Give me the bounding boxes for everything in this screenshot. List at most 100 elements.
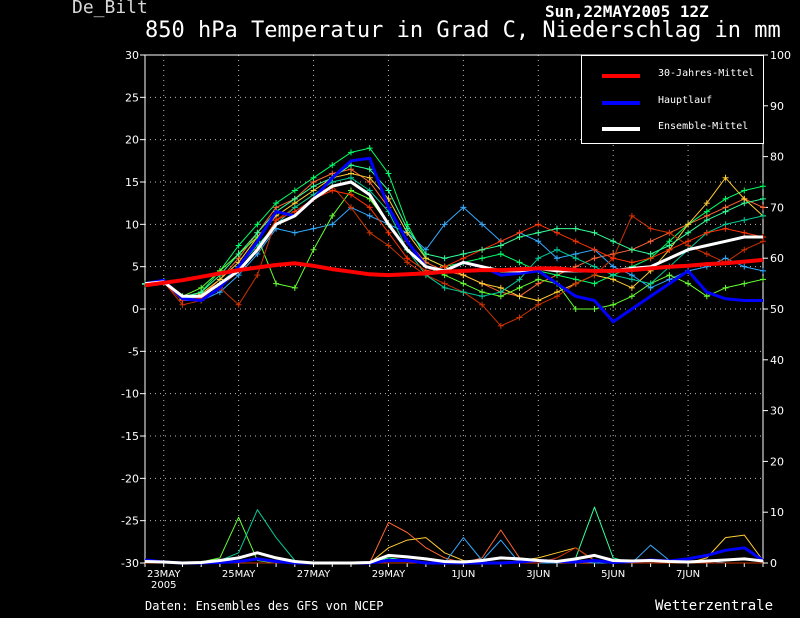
data-point-marker	[273, 217, 280, 224]
data-point-marker	[329, 162, 336, 169]
data-point-marker	[460, 280, 467, 287]
data-point-marker	[479, 280, 486, 287]
data-point-marker	[516, 234, 523, 241]
data-point-marker	[497, 322, 504, 329]
data-point-marker	[741, 229, 748, 236]
data-point-marker	[310, 246, 317, 253]
data-point-marker	[291, 284, 298, 291]
data-point-marker	[291, 229, 298, 236]
data-point-marker	[741, 217, 748, 224]
data-point-marker	[310, 225, 317, 232]
data-point-marker	[460, 204, 467, 211]
data-point-marker	[348, 174, 354, 181]
y-right-tick-label: 0	[770, 557, 777, 570]
data-point-marker	[610, 238, 617, 245]
ensemble-member-line	[144, 164, 764, 298]
data-point-marker	[591, 306, 598, 312]
data-point-marker	[610, 263, 617, 270]
data-point-marker	[366, 145, 373, 152]
x-tick-label: 3JUN	[526, 569, 550, 580]
data-point-marker	[572, 255, 579, 262]
data-point-marker	[685, 221, 692, 228]
data-point-marker	[516, 259, 523, 266]
data-point-marker	[628, 284, 635, 291]
data-point-marker	[591, 246, 598, 253]
y-left-tick-label: 20	[125, 134, 139, 147]
data-point-marker	[404, 255, 411, 262]
x-tick-label: 5JUN	[601, 569, 625, 580]
data-point-marker	[310, 174, 317, 181]
data-point-marker	[291, 195, 298, 202]
data-point-marker	[535, 238, 542, 245]
data-point-marker	[703, 208, 710, 215]
station-label: De_Bilt	[72, 0, 148, 18]
data-point-marker	[348, 191, 354, 198]
data-point-marker	[591, 229, 598, 236]
data-point-marker	[703, 217, 710, 224]
x-tick-label: 25MAY	[222, 569, 256, 580]
x-year-label: 2005	[151, 580, 176, 591]
data-point-marker	[235, 250, 242, 257]
data-point-marker	[385, 229, 392, 236]
data-point-marker	[647, 238, 654, 245]
legend-swatch	[602, 101, 640, 105]
data-point-marker	[572, 225, 579, 232]
data-point-marker	[535, 255, 542, 262]
data-point-marker	[741, 263, 748, 270]
data-point-marker	[441, 255, 448, 262]
data-point-marker	[366, 187, 373, 194]
data-point-marker	[366, 174, 373, 181]
legend-swatch	[602, 74, 640, 78]
data-point-marker	[610, 272, 617, 279]
data-point-marker	[647, 280, 654, 287]
y-right-tick-label: 10	[770, 506, 784, 519]
data-point-marker	[479, 246, 486, 253]
y-right-tick-label: 90	[770, 100, 784, 113]
data-point-marker	[329, 221, 336, 228]
data-point-marker	[235, 301, 242, 308]
data-point-marker	[647, 250, 654, 257]
series-line-ensemble-mittel	[144, 180, 763, 298]
precip-member-line	[144, 551, 764, 565]
ensemble-member-line	[144, 206, 764, 301]
y-right-tick-label: 50	[770, 303, 784, 316]
data-point-marker	[273, 200, 280, 207]
data-point-marker	[760, 204, 766, 211]
y-left-tick-label: 30	[125, 49, 139, 62]
data-point-marker	[516, 284, 523, 291]
x-tick-label: 7JUN	[676, 569, 700, 580]
data-point-marker	[329, 212, 336, 219]
y-left-tick-label: 25	[125, 91, 139, 104]
y-right-tick-label: 40	[770, 354, 784, 367]
data-point-marker	[404, 225, 411, 232]
data-point-marker	[516, 276, 523, 283]
legend-label: Ensemble-Mittel	[658, 121, 749, 132]
run-datetime: Sun,22MAY2005 12Z	[545, 2, 709, 21]
data-point-marker	[591, 263, 598, 270]
y-right-tick-label: 20	[770, 455, 784, 468]
data-point-marker	[198, 289, 205, 296]
data-point-marker	[366, 229, 373, 236]
ensemble-member-line	[144, 185, 764, 327]
data-point-marker	[516, 293, 523, 300]
data-point-marker	[291, 208, 298, 215]
y-left-tick-label: 0	[132, 303, 139, 316]
data-point-marker	[460, 250, 467, 257]
data-point-marker	[741, 246, 748, 253]
data-point-marker	[497, 289, 504, 296]
y-left-tick-label: 15	[125, 176, 139, 189]
data-point-marker	[741, 200, 748, 207]
data-point-marker	[666, 272, 673, 279]
data-point-marker	[591, 280, 598, 287]
data-point-marker	[273, 280, 280, 287]
data-point-marker	[760, 212, 766, 219]
x-tick-label: 1JUN	[451, 569, 475, 580]
legend-label: 30-Jahres-Mittel	[658, 68, 755, 79]
legend-label: Hauptlauf	[658, 95, 713, 106]
data-point-marker	[741, 280, 748, 287]
y-left-tick-label: -15	[121, 430, 139, 443]
chart-legend: 30-Jahres-Mittel Hauptlauf Ensemble-Mitt…	[581, 55, 764, 144]
data-point-marker	[554, 293, 560, 300]
ensemble-member-line	[144, 190, 764, 310]
data-point-marker	[685, 238, 692, 245]
